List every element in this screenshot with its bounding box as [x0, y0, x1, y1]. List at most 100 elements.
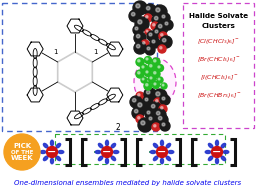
- Text: Halide Solvate: Halide Solvate: [189, 13, 249, 19]
- Circle shape: [158, 24, 162, 28]
- Circle shape: [142, 78, 144, 80]
- Circle shape: [156, 111, 160, 115]
- Circle shape: [152, 58, 160, 66]
- Circle shape: [153, 24, 155, 26]
- Circle shape: [136, 4, 140, 8]
- Circle shape: [145, 98, 148, 101]
- Circle shape: [163, 20, 173, 30]
- Ellipse shape: [168, 150, 174, 153]
- Text: [I(CHCl$_3$)$_6$]$^-$: [I(CHCl$_3$)$_6$]$^-$: [200, 74, 238, 83]
- Ellipse shape: [153, 143, 158, 148]
- Ellipse shape: [111, 143, 115, 148]
- Circle shape: [147, 115, 157, 125]
- Ellipse shape: [166, 143, 170, 148]
- Circle shape: [158, 66, 160, 68]
- Circle shape: [146, 58, 148, 60]
- Circle shape: [160, 95, 170, 105]
- Circle shape: [149, 33, 152, 36]
- Circle shape: [144, 57, 152, 64]
- Circle shape: [4, 134, 40, 170]
- Text: 1: 1: [93, 49, 97, 55]
- Circle shape: [138, 94, 140, 96]
- Circle shape: [211, 146, 222, 157]
- Text: −: −: [102, 147, 112, 157]
- Ellipse shape: [223, 150, 229, 153]
- Circle shape: [158, 116, 162, 120]
- Ellipse shape: [105, 158, 109, 164]
- Circle shape: [160, 13, 170, 23]
- Circle shape: [152, 40, 155, 43]
- Circle shape: [151, 104, 155, 108]
- Circle shape: [154, 72, 156, 74]
- Ellipse shape: [98, 156, 103, 161]
- Ellipse shape: [105, 140, 109, 146]
- Circle shape: [154, 98, 162, 106]
- Circle shape: [162, 38, 166, 42]
- Circle shape: [134, 109, 138, 113]
- Text: [Cl(CHCl$_3$)$_6$]$^-$: [Cl(CHCl$_3$)$_6$]$^-$: [197, 37, 241, 46]
- FancyBboxPatch shape: [183, 3, 254, 128]
- Circle shape: [152, 70, 160, 78]
- Text: One-dimensional ensembles mediated by halide solvate clusters: One-dimensional ensembles mediated by ha…: [14, 180, 242, 186]
- Circle shape: [136, 70, 144, 78]
- Ellipse shape: [161, 158, 164, 164]
- Circle shape: [135, 27, 138, 30]
- Circle shape: [154, 125, 156, 127]
- Circle shape: [154, 16, 158, 20]
- Ellipse shape: [153, 156, 158, 161]
- Circle shape: [156, 8, 160, 12]
- Circle shape: [148, 63, 156, 71]
- Circle shape: [160, 36, 172, 48]
- Circle shape: [136, 92, 144, 100]
- Text: −: −: [157, 147, 167, 157]
- Circle shape: [162, 15, 165, 18]
- Ellipse shape: [221, 143, 226, 148]
- Circle shape: [154, 109, 166, 121]
- Text: 1: 1: [53, 49, 57, 55]
- Circle shape: [153, 81, 159, 88]
- Ellipse shape: [205, 150, 211, 153]
- Circle shape: [145, 29, 151, 35]
- Circle shape: [146, 84, 148, 86]
- Circle shape: [132, 107, 144, 119]
- Circle shape: [134, 32, 146, 44]
- Circle shape: [101, 146, 112, 157]
- Circle shape: [165, 22, 168, 25]
- Circle shape: [145, 45, 155, 55]
- Circle shape: [138, 118, 152, 132]
- Ellipse shape: [113, 150, 119, 153]
- Circle shape: [156, 146, 167, 157]
- Circle shape: [138, 72, 140, 74]
- Circle shape: [138, 60, 140, 62]
- Circle shape: [155, 30, 158, 33]
- Ellipse shape: [58, 150, 64, 153]
- Circle shape: [131, 12, 135, 16]
- Circle shape: [153, 89, 167, 103]
- Circle shape: [141, 77, 147, 83]
- Ellipse shape: [95, 150, 101, 153]
- Circle shape: [159, 105, 167, 113]
- Circle shape: [144, 82, 152, 90]
- Circle shape: [158, 78, 160, 80]
- Ellipse shape: [56, 156, 61, 161]
- Circle shape: [147, 31, 157, 41]
- Circle shape: [144, 14, 152, 22]
- Circle shape: [138, 117, 140, 119]
- Circle shape: [144, 88, 156, 100]
- Circle shape: [159, 32, 167, 40]
- Circle shape: [152, 14, 164, 26]
- Circle shape: [144, 4, 156, 16]
- Ellipse shape: [50, 158, 54, 164]
- Circle shape: [138, 103, 142, 107]
- Circle shape: [158, 45, 166, 53]
- Circle shape: [150, 77, 152, 79]
- Circle shape: [136, 58, 144, 66]
- Circle shape: [161, 34, 163, 36]
- Ellipse shape: [221, 156, 226, 161]
- Text: Clusters: Clusters: [202, 23, 236, 29]
- Circle shape: [156, 92, 160, 96]
- Circle shape: [156, 64, 164, 71]
- Circle shape: [141, 121, 145, 125]
- Circle shape: [136, 44, 140, 48]
- Ellipse shape: [216, 158, 219, 164]
